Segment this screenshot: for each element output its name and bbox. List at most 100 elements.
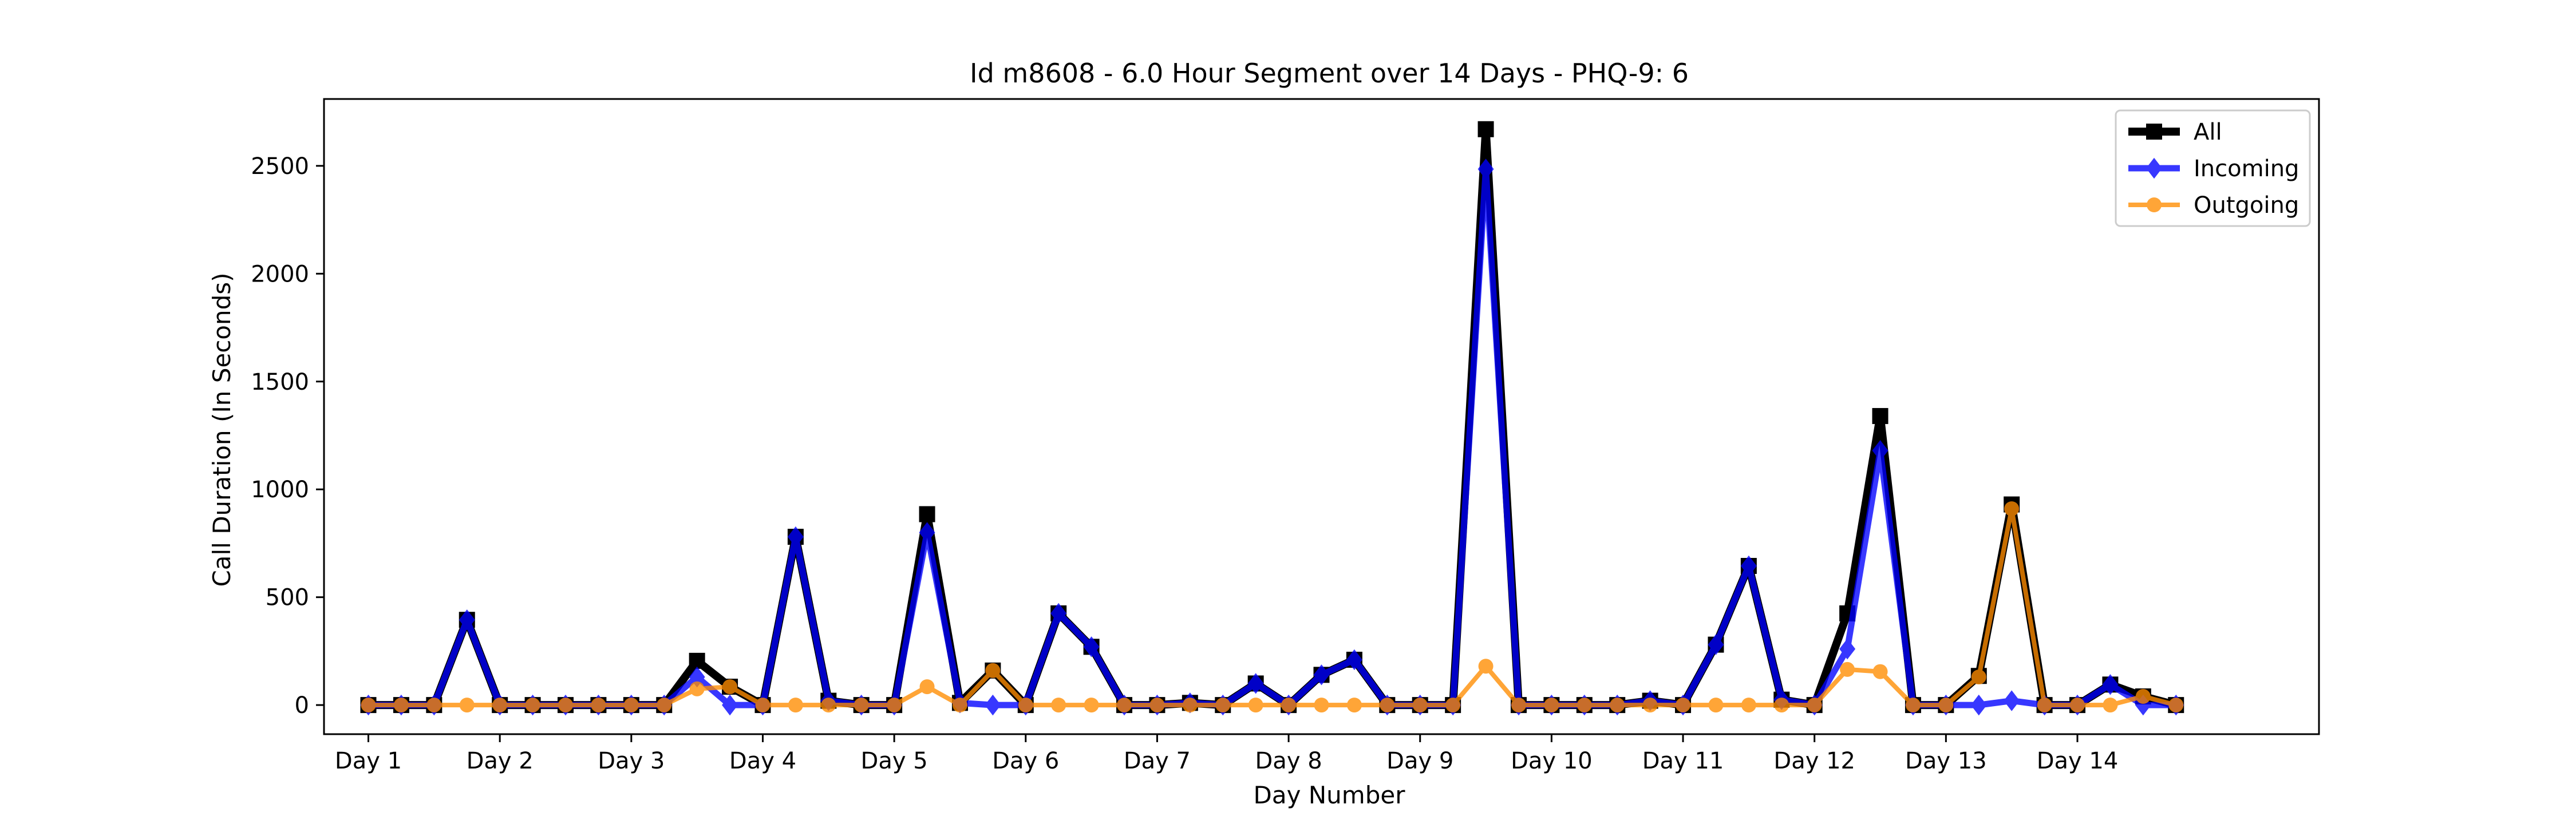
incoming-point-21: [1050, 603, 1067, 624]
legend-box: [2115, 109, 2311, 227]
incoming-point-53: [2102, 674, 2119, 695]
legend-entry-all: [2128, 124, 2180, 140]
outgoing-point-17: [919, 679, 935, 695]
outgoing-point-39: [1642, 698, 1658, 713]
outgoing-point-20: [1018, 698, 1033, 713]
outgoing-point-22: [1084, 698, 1099, 713]
incoming-point-13: [787, 526, 804, 548]
outgoing-point-4: [492, 698, 508, 713]
incoming-point-54: [2135, 694, 2151, 716]
outgoing-point-37: [1577, 698, 1592, 713]
outgoing-point-46: [1872, 664, 1888, 679]
outgoing-point-10: [689, 681, 705, 696]
x-axis-ticks: Day 1 Day 2 Day 3 Day 4 Day 5 Day 6 Day 7 Day 8…: [335, 734, 2118, 774]
all-point-10: [689, 652, 705, 669]
outgoing-point-14: [821, 698, 836, 713]
outgoing-point-23: [1117, 698, 1132, 713]
outgoing-point-18: [952, 698, 967, 713]
outgoing-point-50: [2004, 501, 2020, 517]
series-outgoing: [361, 501, 2184, 713]
incoming-point-17: [919, 522, 935, 543]
chart-title: Id m8608 - 6.0 Hour Segment over 14 Days…: [970, 58, 1689, 89]
outgoing-point-26: [1215, 698, 1231, 713]
outgoing-point-7: [591, 698, 606, 713]
legend-label: All: [2194, 119, 2222, 145]
x-tick-label: Day 7: [1124, 748, 1191, 774]
series-layer: [360, 121, 2184, 716]
legend-label: Outgoing: [2194, 192, 2299, 219]
outgoing-point-24: [1149, 698, 1165, 713]
outgoing-point-48: [1938, 698, 1954, 713]
outgoing-point-13: [788, 698, 803, 713]
incoming-point-10: [689, 666, 705, 688]
outgoing-point-0: [361, 698, 376, 713]
outgoing-point-32: [1412, 698, 1428, 713]
all-point-17: [919, 506, 935, 522]
incoming-point-19: [985, 694, 1001, 716]
outgoing-point-5: [525, 698, 540, 713]
incoming-point-22: [1083, 636, 1100, 657]
outgoing-point-49: [1971, 670, 1986, 685]
incoming-point-42: [1740, 555, 1757, 577]
outgoing-point-51: [2037, 698, 2052, 713]
legend-label: Incoming: [2194, 156, 2299, 182]
outgoing-point-16: [887, 698, 902, 713]
outgoing-point-3: [459, 698, 475, 713]
incoming-point-30: [1346, 649, 1362, 671]
outgoing-point-12: [755, 698, 771, 713]
outgoing-point-45: [1840, 661, 1855, 677]
all-point-34: [1477, 121, 1494, 137]
incoming-point-27: [1247, 673, 1264, 694]
x-tick-label: Day 6: [992, 748, 1059, 774]
outgoing-point-42: [1741, 698, 1756, 713]
outgoing-point-43: [1774, 698, 1789, 713]
outgoing-point-55: [2168, 698, 2184, 713]
outgoing-point-2: [426, 698, 442, 713]
outgoing-point-21: [1051, 698, 1066, 713]
y-tick-label: 2500: [251, 153, 309, 180]
legend-entry-outgoing: [2128, 197, 2180, 212]
outgoing-point-34: [1478, 659, 1494, 674]
outgoing-point-19: [985, 663, 1001, 678]
legend-incoming-point-0: [2146, 157, 2162, 179]
x-tick-label: Day 10: [1511, 748, 1593, 774]
incoming-point-41: [1708, 634, 1724, 655]
y-tick-label: 1500: [251, 369, 309, 395]
plot-frame: [323, 98, 2320, 735]
outgoing-point-36: [1544, 698, 1559, 713]
legend-entry-incoming: [2128, 157, 2180, 179]
x-tick-label: Day 12: [1773, 748, 1855, 774]
x-tick-label: Day 4: [729, 748, 796, 774]
outgoing-point-31: [1380, 698, 1395, 713]
y-tick-label: 0: [295, 692, 309, 719]
outgoing-point-44: [1807, 698, 1822, 713]
x-tick-label: Day 9: [1386, 748, 1453, 774]
x-tick-label: Day 11: [1642, 748, 1724, 774]
incoming-point-3: [459, 609, 475, 631]
outgoing-point-1: [393, 698, 409, 713]
x-tick-label: Day 5: [861, 748, 928, 774]
outgoing-point-41: [1708, 698, 1724, 713]
x-tick-label: Day 2: [467, 748, 534, 774]
outgoing-point-9: [657, 698, 672, 713]
x-axis-label: Day Number: [1253, 781, 1405, 809]
outgoing-point-52: [2070, 698, 2085, 713]
x-tick-label: Day 1: [335, 748, 402, 774]
y-tick-label: 500: [266, 585, 309, 611]
outgoing-point-11: [722, 679, 738, 695]
outgoing-point-15: [854, 698, 869, 713]
x-tick-label: Day 13: [1905, 748, 1987, 774]
incoming-point-49: [1970, 694, 1987, 716]
outgoing-point-33: [1445, 698, 1461, 713]
legend: All Incoming Outgoing: [2115, 109, 2311, 227]
x-tick-label: Day 3: [598, 748, 665, 774]
outgoing-point-53: [2103, 698, 2118, 713]
incoming-point-29: [1313, 664, 1330, 686]
outgoing-point-38: [1610, 698, 1625, 713]
outgoing-point-40: [1676, 698, 1691, 713]
outgoing-point-30: [1346, 698, 1362, 713]
legend-outgoing-point-0: [2147, 197, 2162, 212]
legend-all-point-0: [2146, 124, 2162, 140]
y-axis-ticks: 0 500 1000 1500 2000 2500: [251, 153, 324, 719]
